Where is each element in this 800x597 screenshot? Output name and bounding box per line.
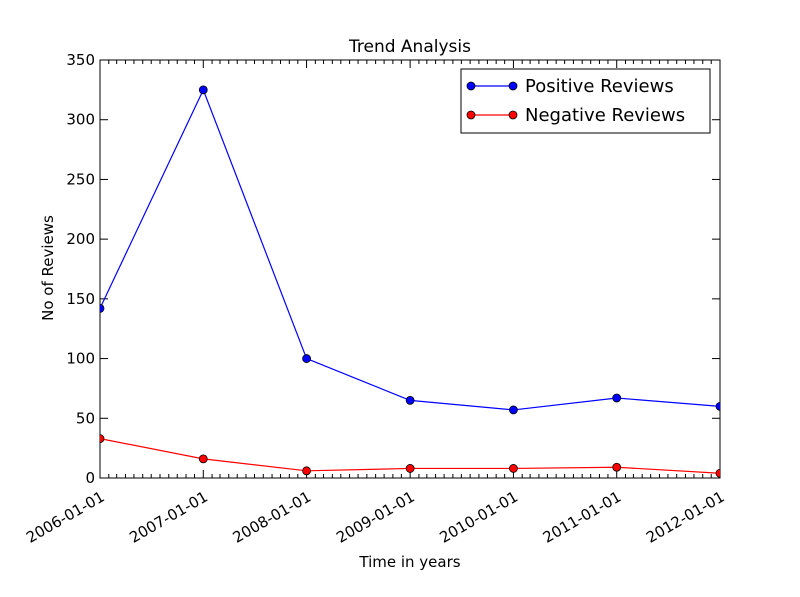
x-tick-label: 2008-01-01	[230, 488, 315, 547]
legend-label: Positive Reviews	[525, 76, 674, 97]
data-point	[612, 393, 622, 403]
x-tick-label: 2007-01-01	[126, 488, 211, 547]
data-point	[198, 454, 208, 464]
series-group	[100, 85, 720, 478]
data-point	[715, 468, 720, 478]
data-point	[715, 401, 720, 411]
x-axis-label: Time in years	[358, 553, 460, 571]
data-point	[302, 354, 311, 363]
y-tick-label: 250	[66, 170, 95, 188]
series-line-positive	[100, 88, 720, 411]
legend-marker	[466, 81, 476, 91]
y-tick-label: 150	[66, 290, 95, 308]
y-tick-label: 50	[76, 409, 95, 427]
data-point	[100, 304, 105, 313]
y-tick-label: 100	[66, 350, 95, 368]
data-point	[405, 464, 415, 473]
x-tick-label: 2011-01-01	[540, 488, 625, 547]
legend-marker	[508, 110, 518, 120]
y-axis-label: No of Reviews	[39, 215, 57, 321]
data-point	[302, 466, 311, 476]
legend-label: Negative Reviews	[525, 105, 685, 126]
data-point	[509, 464, 518, 473]
y-tick-label: 300	[66, 111, 95, 129]
x-tick-label: 2009-01-01	[333, 488, 418, 547]
legend-marker	[508, 81, 518, 91]
x-tick-label: 2006-01-01	[23, 488, 108, 547]
chart-title: Trend Analysis	[348, 37, 471, 57]
legend-box	[460, 68, 711, 134]
data-point	[198, 85, 208, 95]
y-tick-label: 200	[66, 230, 95, 248]
data-point	[612, 462, 622, 472]
x-tick-label: 2010-01-01	[437, 488, 522, 547]
data-point	[509, 405, 518, 415]
x-tick-label: 2012-01-01	[643, 488, 728, 547]
y-tick-label: 0	[85, 469, 95, 487]
data-point	[405, 395, 415, 405]
data-point	[100, 434, 105, 443]
legend-marker	[466, 110, 476, 120]
legend: Positive Reviews Negative Reviews	[460, 68, 711, 134]
y-tick-label: 350	[66, 51, 95, 69]
